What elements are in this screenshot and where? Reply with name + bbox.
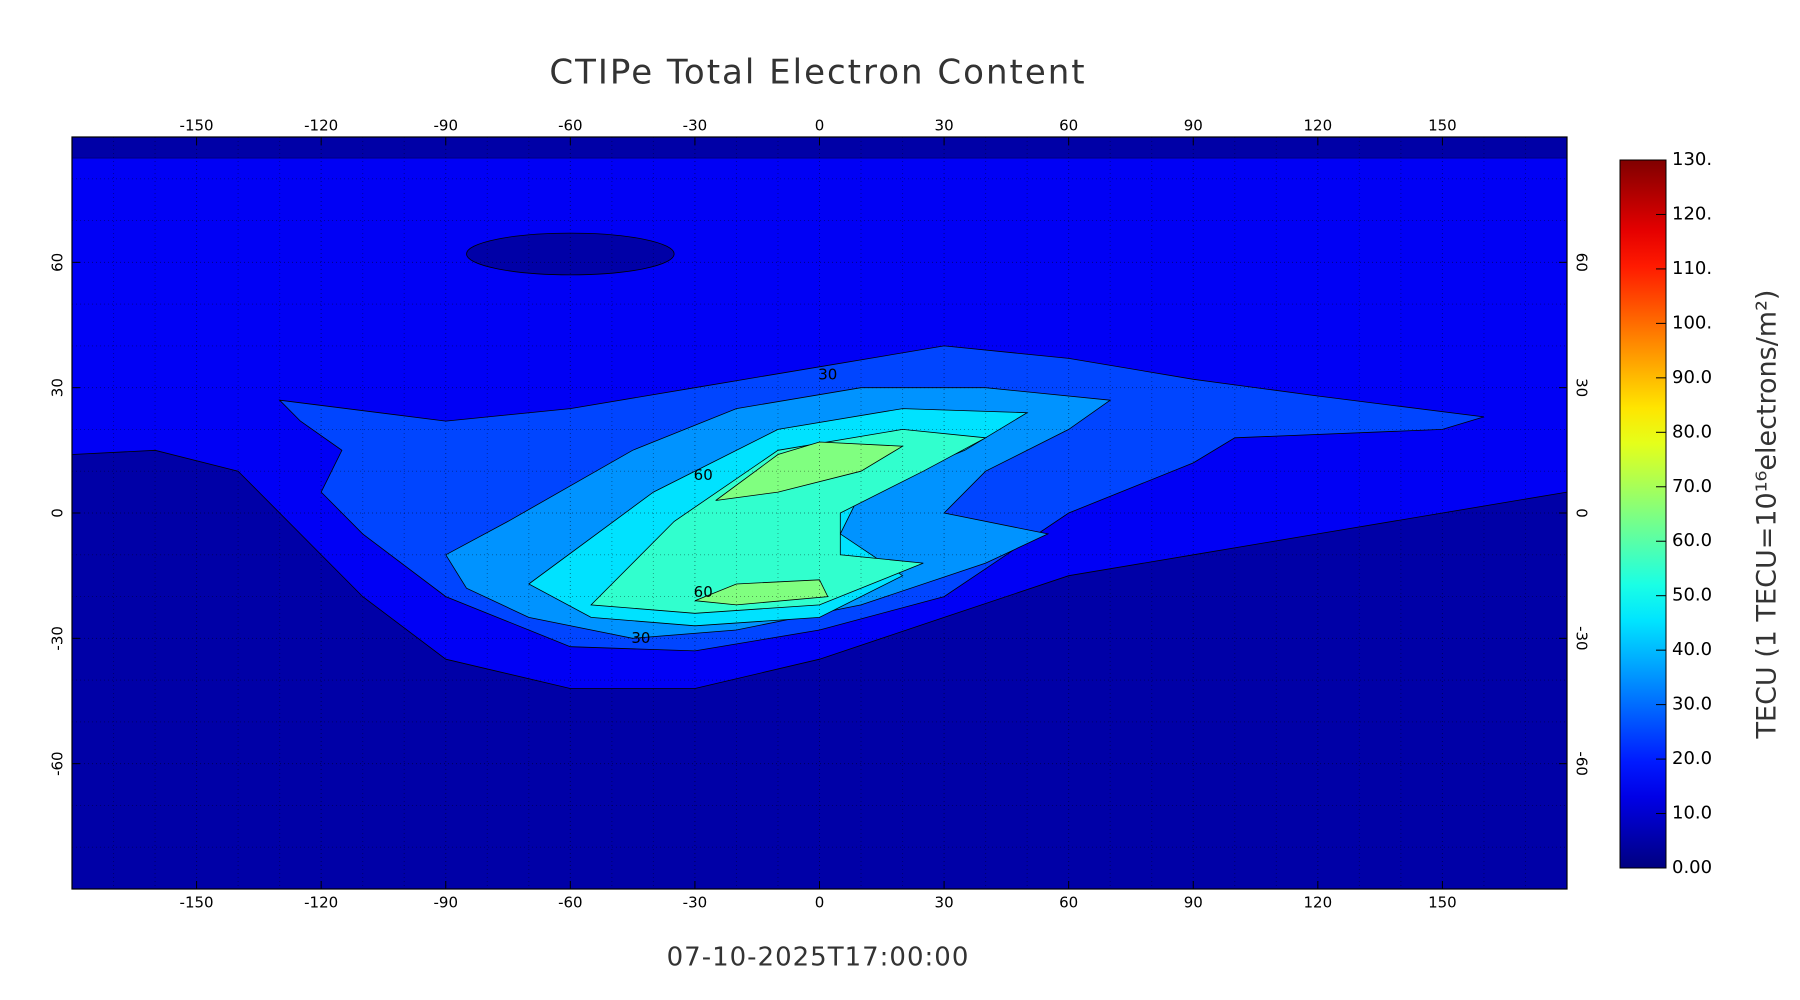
colorbar-tick-label: 60.0 [1672,530,1712,551]
colorbar [1619,159,1667,869]
colorbar-tick-label: 10.0 [1672,803,1712,824]
colorbar-label: TECU (1 TECU=10¹⁶electrons/m²) [1752,290,1783,740]
overlay: -150 -150 -120 -120 -90 -90 -60 -60 -30 -30 0 0 30 30… [49,117,1783,912]
colorbar-tick-label: 110. [1672,258,1712,279]
x-tick-label: 60 [1059,894,1078,912]
colorbar-tick-label: 30.0 [1672,694,1712,715]
colorbar-tick-label: 40.0 [1672,639,1712,660]
chart-title: CTIPe Total Electron Content [549,53,1086,93]
x-tick-label: -120 [304,894,338,912]
x-tick-label: -60 [558,117,583,135]
y-tick-label: 60 [49,253,67,272]
x-tick-label: 90 [1184,117,1203,135]
timestamp: 07-10-2025T17:00:00 [667,943,970,973]
contour-label: 60 [694,466,713,484]
x-tick-label: -90 [434,117,459,135]
x-tick-label: -120 [304,117,338,135]
y-tick-label: -60 [49,751,67,776]
x-tick-label: 30 [935,894,954,912]
x-tick-label: -30 [683,117,708,135]
x-tick-label: 60 [1059,117,1078,135]
x-tick-label: 150 [1428,894,1457,912]
x-tick-label: -150 [180,894,214,912]
x-tick-label: -30 [683,894,708,912]
contour-region [590,428,987,614]
colorbar-tick-label: 80.0 [1672,421,1712,442]
x-tick-label: 150 [1428,117,1457,135]
contour-region [466,232,675,276]
contour-label: 30 [818,366,837,384]
x-tick-label: 30 [935,117,954,135]
colorbar-tick-label: 70.0 [1672,476,1712,497]
colorbar-tick-label: 0.00 [1672,857,1712,878]
colorbar-tick-label: 50.0 [1672,585,1712,606]
x-tick-label: 0 [815,894,825,912]
x-tick-label: 0 [815,117,825,135]
y-tick-label: -30 [1573,626,1591,651]
contour-label: 60 [694,583,713,601]
contour-region [715,441,904,501]
map-frame [71,136,1568,890]
colorbar-tick-label: 90.0 [1672,367,1712,388]
x-tick-label: 90 [1184,894,1203,912]
y-tick-label: 0 [1573,508,1591,518]
map [72,137,1567,889]
x-tick-label: -90 [434,894,459,912]
contour-region [694,579,829,606]
colorbar-tick-label: 130. [1672,149,1712,170]
y-tick-label: 60 [1573,253,1591,272]
colorbar-tick-label: 100. [1672,312,1712,333]
colorbar-tick-label: 20.0 [1672,748,1712,769]
contour-label: 30 [631,629,650,647]
y-tick-label: 30 [1573,378,1591,397]
y-tick-label: -30 [49,626,67,651]
y-tick-label: -60 [1573,751,1591,776]
x-tick-label: 120 [1304,894,1333,912]
y-tick-label: 30 [49,378,67,397]
x-tick-label: -150 [180,117,214,135]
x-tick-label: -60 [558,894,583,912]
colorbar-tick-label: 120. [1672,203,1712,224]
x-tick-label: 120 [1304,117,1333,135]
y-tick-label: 0 [49,508,67,518]
